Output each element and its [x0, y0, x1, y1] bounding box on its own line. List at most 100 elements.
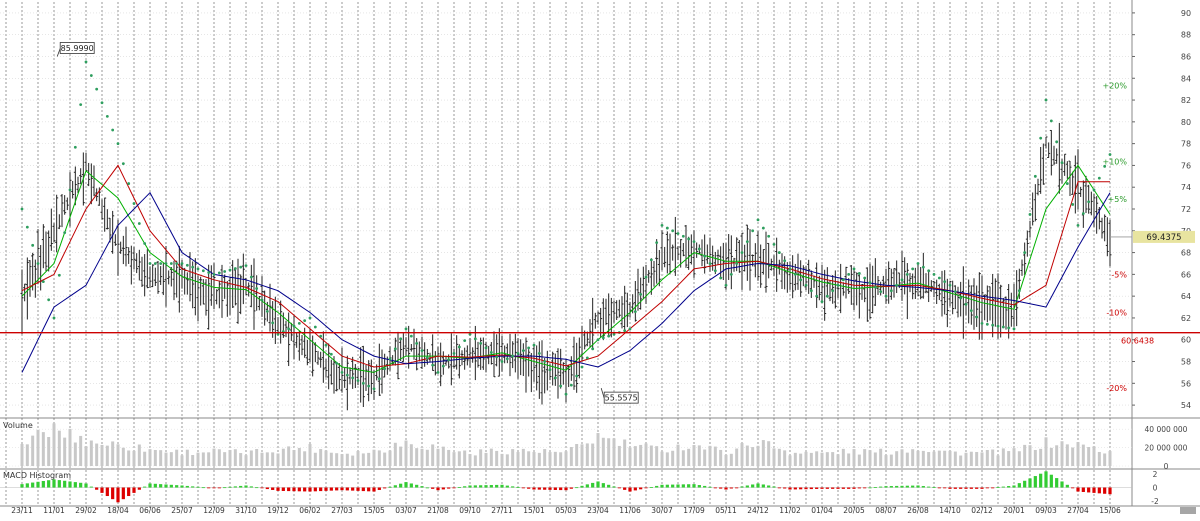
volume-bar	[335, 453, 339, 466]
sar-dot	[649, 258, 653, 262]
volume-bar	[1055, 445, 1059, 466]
volume-bar	[137, 444, 141, 466]
macd-histogram-bar	[585, 484, 589, 488]
volume-bar	[623, 439, 627, 466]
macd-histogram-bar	[393, 485, 397, 488]
volume-axis-tick-label: 20 000 000	[1145, 444, 1188, 453]
macd-histogram-bar	[783, 487, 787, 489]
x-axis-tick-label: 09/10	[459, 506, 481, 515]
macd-histogram-bar	[527, 487, 531, 489]
x-axis-tick-label: 24/12	[747, 506, 769, 515]
sar-dot	[431, 363, 435, 367]
volume-bar	[783, 450, 787, 466]
sar-dot	[95, 87, 99, 91]
sar-dot	[212, 272, 216, 276]
sar-dot	[959, 296, 963, 300]
sar-dot	[25, 225, 29, 229]
price-axis-tick-label: 82	[1181, 96, 1191, 105]
macd-histogram-bar	[617, 487, 621, 489]
volume-bar	[1060, 441, 1064, 466]
macd-histogram-bar	[1028, 478, 1032, 488]
macd-histogram-bar	[841, 487, 845, 489]
volume-bar	[1007, 451, 1011, 466]
sar-dot	[20, 207, 24, 211]
macd-histogram-bar	[457, 487, 461, 488]
sar-dot	[756, 218, 760, 222]
price-axis-tick-label: 80	[1181, 118, 1191, 127]
macd-histogram-bar	[36, 481, 40, 488]
macd-histogram-bar	[559, 487, 563, 491]
volume-bar	[111, 441, 115, 466]
volume-bar	[324, 450, 328, 466]
volume-bar	[793, 452, 797, 466]
x-axis-tick-label: 02/12	[971, 506, 993, 515]
sar-dot	[927, 269, 931, 273]
macd-histogram-bar	[276, 487, 280, 491]
sar-dot	[671, 229, 675, 233]
x-axis-tick-label: 15/06	[1099, 506, 1121, 515]
horizontal-scrollbar-thumb[interactable]	[1180, 507, 1196, 514]
volume-bar	[265, 452, 269, 466]
macd-histogram-bar	[111, 487, 115, 500]
macd-histogram-bar	[159, 484, 163, 488]
period-low-callout-label: 55.5575	[605, 394, 638, 403]
volume-bar	[767, 441, 771, 466]
volume-bar	[68, 428, 72, 466]
sar-dot	[100, 101, 104, 105]
volume-bar	[287, 446, 291, 466]
volume-bar	[724, 454, 728, 466]
price-axis-tick-label: 74	[1181, 183, 1191, 192]
sar-dot	[1007, 326, 1011, 330]
sar-dot	[863, 276, 867, 280]
sar-dot	[201, 269, 205, 273]
volume-bar	[404, 440, 408, 466]
sar-dot	[457, 345, 461, 349]
sar-dot	[292, 324, 296, 328]
sar-dot	[148, 262, 152, 265]
volume-bar	[116, 444, 120, 466]
x-axis-tick-label: 11/01	[43, 506, 65, 515]
sar-dot	[361, 381, 365, 385]
volume-bar	[457, 451, 461, 466]
macd-histogram-bar	[692, 484, 696, 488]
macd-histogram-bar	[921, 486, 925, 488]
volume-bar	[447, 449, 451, 466]
macd-histogram-bar	[655, 485, 659, 488]
volume-panel: Volume	[3, 421, 1112, 466]
volume-bar	[1001, 448, 1005, 466]
label-layer: 60.6438 69.4375 +20% +10% +5% -5% -10% -20% 85.9…	[56, 42, 1195, 404]
volume-bar	[212, 448, 216, 466]
sar-dot	[73, 145, 77, 149]
macd-histogram-bar	[175, 485, 179, 488]
volume-bar	[633, 446, 637, 466]
sar-dot	[329, 352, 333, 356]
macd-histogram-bar	[484, 485, 488, 488]
period-high-callout-label: 85.9990	[61, 44, 94, 53]
volume-bar	[244, 455, 248, 466]
volume-bar	[1103, 453, 1107, 466]
sar-dot	[644, 275, 648, 279]
macd-histogram-bar	[900, 485, 904, 488]
volume-bar	[148, 449, 152, 466]
sar-dot	[1055, 140, 1059, 144]
sar-dot	[852, 267, 856, 271]
volume-bar	[329, 452, 333, 466]
sar-dot	[783, 259, 787, 263]
sar-dot	[356, 379, 360, 382]
price-axis-tick-label: 72	[1181, 205, 1191, 214]
price-axis-tick-label: 88	[1181, 31, 1191, 40]
volume-bar	[665, 452, 669, 466]
macd-histogram-bar	[1017, 483, 1021, 488]
period-low-callout-box	[603, 391, 639, 404]
sar-dot	[324, 343, 328, 347]
macd-histogram-bar	[212, 487, 216, 489]
sar-dot	[175, 262, 179, 265]
macd-histogram-bar	[105, 487, 109, 497]
sar-dot	[511, 354, 515, 358]
sar-dot	[815, 294, 819, 298]
volume-bar	[95, 443, 99, 466]
sar-dot	[180, 262, 184, 265]
sar-dot	[836, 283, 840, 287]
volume-bar	[377, 450, 381, 466]
sar-dot	[724, 283, 728, 287]
